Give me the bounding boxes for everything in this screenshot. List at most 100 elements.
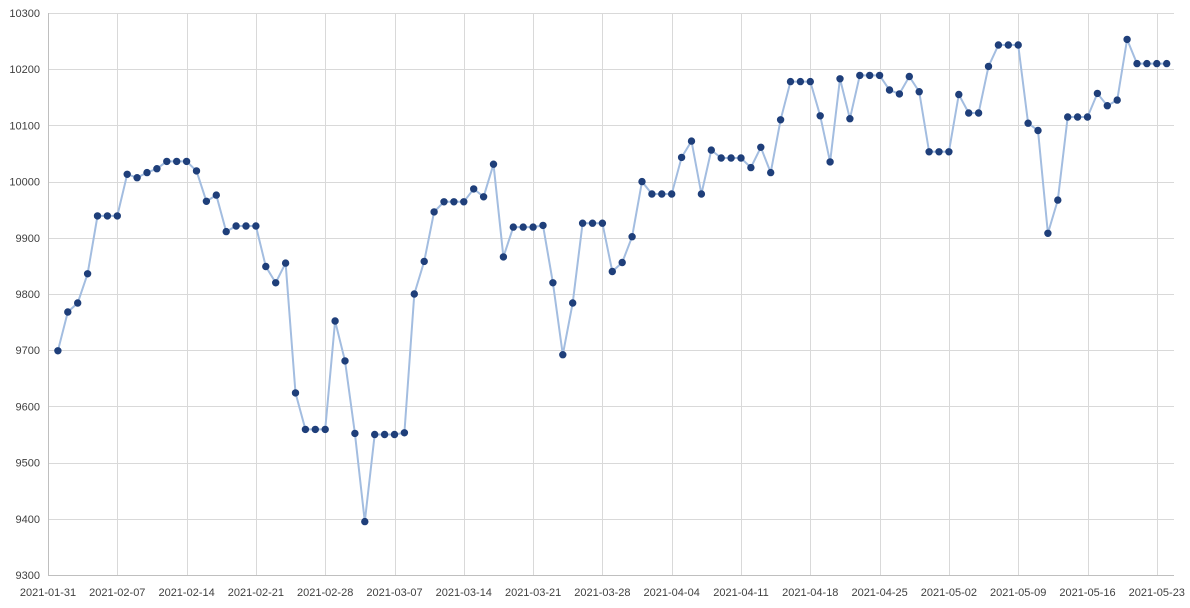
data-point	[143, 168, 151, 177]
data-point	[915, 88, 923, 96]
data-point	[569, 299, 577, 307]
data-point	[252, 222, 260, 230]
data-point	[341, 357, 349, 365]
data-point	[559, 351, 567, 359]
data-point	[301, 425, 310, 434]
data-point	[1073, 113, 1082, 121]
data-point	[1163, 59, 1171, 68]
data-point	[984, 62, 993, 71]
data-point	[272, 279, 280, 287]
data-point	[351, 429, 359, 438]
data-point	[796, 77, 805, 86]
data-point	[697, 190, 706, 198]
data-point	[470, 185, 478, 193]
data-point	[638, 177, 646, 186]
data-point	[826, 158, 834, 166]
data-point	[54, 347, 62, 355]
data-point	[648, 190, 656, 198]
data-point	[242, 222, 250, 230]
x-tick-label: 2021-04-25	[851, 587, 907, 599]
data-point	[380, 430, 389, 439]
x-tick-label: 2021-02-28	[297, 587, 353, 599]
x-tick-label: 2021-05-09	[990, 587, 1046, 599]
x-tick-label: 2021-03-07	[366, 587, 422, 599]
data-point	[965, 109, 973, 117]
data-point	[1034, 126, 1042, 135]
y-tick-label: 9500	[16, 458, 40, 470]
data-point	[578, 219, 587, 227]
data-point	[1044, 229, 1052, 238]
data-point	[83, 270, 92, 278]
data-point	[281, 259, 290, 267]
data-point	[846, 115, 854, 123]
data-point	[945, 148, 953, 156]
x-tick-label: 2021-05-16	[1059, 587, 1115, 599]
data-point	[836, 75, 844, 83]
data-point	[311, 425, 319, 434]
data-point	[371, 430, 379, 439]
data-point	[757, 143, 765, 152]
data-point	[262, 262, 270, 271]
y-tick-label: 10100	[9, 120, 40, 132]
data-point	[400, 429, 409, 437]
data-point	[212, 191, 221, 199]
data-point	[747, 163, 755, 172]
x-tick-label: 2021-05-23	[1129, 587, 1185, 599]
data-point	[1064, 113, 1072, 121]
data-point	[430, 208, 438, 216]
data-point	[420, 257, 428, 266]
data-point	[608, 267, 616, 276]
data-point	[628, 233, 636, 241]
y-tick-label: 9400	[16, 514, 40, 526]
data-point	[727, 154, 735, 162]
data-point	[440, 198, 448, 206]
data-point	[64, 308, 72, 316]
x-tick-label: 2021-02-14	[158, 587, 214, 599]
gridlines	[48, 13, 1174, 576]
x-tick-label: 2021-03-14	[436, 587, 492, 599]
y-tick-label: 9800	[16, 289, 40, 301]
data-point	[450, 198, 458, 206]
data-point	[856, 71, 864, 80]
data-point	[509, 223, 517, 231]
data-point	[786, 77, 795, 86]
data-point	[123, 170, 131, 179]
axes	[48, 13, 1174, 576]
data-point	[1024, 119, 1032, 127]
data-point	[163, 157, 171, 166]
data-point	[925, 148, 933, 156]
data-point	[93, 212, 102, 220]
tick-labels: 9300 9400 9500 9600 9700 9800 9900 10000 10100 10…	[9, 8, 1185, 599]
x-tick-label: 2021-05-02	[921, 587, 977, 599]
data-point	[1054, 196, 1062, 204]
data-point	[1133, 59, 1141, 68]
y-tick-label: 9900	[16, 233, 40, 245]
y-tick-label: 10300	[9, 8, 40, 20]
data-point	[192, 167, 201, 175]
data-point	[955, 90, 963, 99]
data-point	[291, 389, 300, 397]
data-point	[717, 154, 725, 162]
data-point	[588, 219, 597, 227]
data-point	[687, 137, 696, 145]
x-tick-label: 2021-04-04	[644, 587, 700, 599]
data-point	[539, 221, 547, 230]
data-point	[737, 154, 745, 162]
x-tick-label: 2021-04-18	[782, 587, 838, 599]
data-point	[519, 223, 527, 231]
data-point	[875, 71, 884, 80]
data-point	[479, 193, 488, 201]
data-point	[1103, 102, 1112, 110]
data-point	[816, 112, 824, 120]
series-line	[56, 35, 1167, 522]
data-point	[232, 222, 240, 230]
x-tick-label: 2021-01-31	[20, 587, 76, 599]
data-point	[460, 198, 468, 206]
data-point	[321, 425, 329, 434]
data-point	[549, 279, 557, 287]
data-point	[974, 109, 983, 117]
data-point	[1083, 113, 1092, 121]
data-point	[1143, 59, 1151, 68]
